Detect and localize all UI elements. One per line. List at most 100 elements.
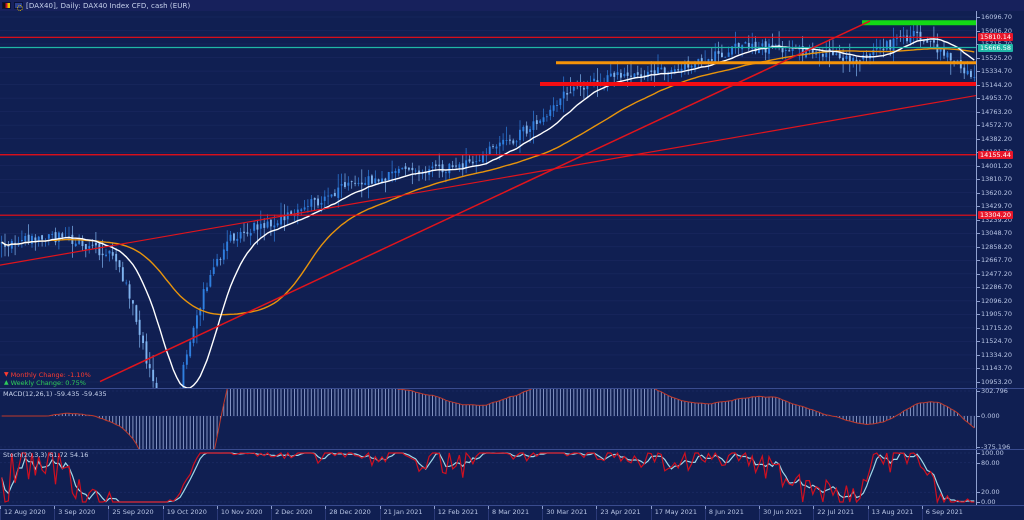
change-value: -1.10%	[67, 371, 91, 379]
price-gridlines	[0, 16, 976, 383]
stochastic-axis-tick	[977, 502, 980, 503]
time-axis-tick	[488, 506, 489, 509]
macd-panel[interactable]: MACD(12,26,1) -59.435 -59.435 302.796 0.…	[0, 387, 1024, 451]
time-axis-tick	[650, 506, 652, 509]
price-axis-label: 12286.70	[981, 283, 1013, 292]
change-value: 0.75%	[65, 379, 86, 387]
time-axis-label: 30 Mar 2021	[546, 508, 588, 516]
time-axis-separator	[0, 506, 1, 520]
price-axis[interactable]: 16096.7015906.2015715.7015525.2015334.70…	[976, 11, 1024, 388]
time-axis-label: 19 Oct 2020	[166, 508, 207, 516]
eu-flag-icon	[14, 2, 23, 11]
price-axis-label: 13810.70	[981, 175, 1013, 184]
price-axis-label: 12667.70	[981, 256, 1013, 265]
price-axis-label: 13239.20	[981, 215, 1013, 224]
price-axis-tick	[977, 260, 980, 262]
price-tag-teal: 15666.58	[978, 43, 1014, 52]
time-axis-label: 8 Jun 2021	[708, 508, 744, 516]
change-label: Weekly Change:	[10, 379, 64, 387]
macd-axis-tick	[977, 391, 980, 392]
time-axis-separator	[216, 506, 218, 520]
stochastic-axis-label: 20.00	[981, 488, 1000, 497]
stochastic-label: Stoch(20,3,3) 61.72 54.16	[3, 451, 89, 459]
price-axis-tick	[977, 382, 980, 383]
time-axis-separator	[271, 506, 273, 520]
time-axis-separator	[54, 506, 56, 520]
macd-histogram	[48, 389, 975, 449]
price-axis-tick	[977, 57, 980, 59]
price-tag-red: 14155.44	[978, 150, 1014, 159]
moving-average-slow-line	[1, 47, 975, 316]
arrow-up-icon: ▲	[4, 379, 9, 386]
change-label: Monthly Change:	[10, 371, 66, 379]
time-axis-tick	[542, 506, 544, 509]
time-axis[interactable]: 12 Aug 2020 3 Sep 2020 25 Sep 2020 19 Oc…	[0, 505, 1024, 520]
stochastic-k-line	[1, 450, 975, 505]
time-axis-label: 2 Dec 2020	[275, 508, 313, 516]
stoch-svg	[0, 450, 976, 505]
moving-average-fast-line	[1, 38, 975, 388]
stochastic-axis[interactable]: 100.00 80.00 20.00 0.00	[976, 449, 1024, 506]
price-axis-tick	[977, 300, 980, 302]
time-axis-label: 25 Sep 2020	[112, 508, 154, 516]
price-axis-tick	[977, 179, 980, 181]
price-axis-tick	[977, 138, 980, 140]
time-axis-separator	[704, 506, 706, 520]
macd-plot-area[interactable]: MACD(12,26,1) -59.435 -59.435	[0, 389, 976, 449]
time-axis-tick	[379, 506, 381, 509]
price-axis-label: 13620.20	[981, 188, 1013, 197]
stochastic-panel[interactable]: Stoch(20,3,3) 61.72 54.16 100.00 80.00 2…	[0, 449, 1024, 506]
time-axis-separator	[813, 506, 815, 520]
price-axis-tick	[977, 165, 980, 167]
price-axis-label: 12858.20	[981, 242, 1013, 251]
price-plot-area[interactable]	[0, 11, 976, 388]
price-axis-tick	[977, 30, 980, 32]
german-flag-icon	[2, 2, 11, 9]
time-axis-label: 10 Nov 2020	[220, 508, 263, 516]
macd-axis[interactable]: 302.796 0.000 -375.196	[976, 387, 1024, 451]
stochastic-axis-label: 100.00	[981, 449, 1004, 457]
arrow-down-icon: ▼	[4, 371, 9, 378]
time-axis-label: 17 May 2021	[654, 508, 698, 516]
time-axis-separator	[759, 506, 761, 520]
chart-title: [DAX40], Daily: DAX40 Index CFD, cash (E…	[26, 1, 191, 10]
time-axis-label: 6 Sep 2021	[925, 508, 963, 516]
change-row-up: ▲ Weekly Change: 0.75%	[4, 379, 91, 387]
stochastic-axis-label: 80.00	[981, 458, 1000, 467]
stochastic-plot-area[interactable]: Stoch(20,3,3) 61.72 54.16	[0, 450, 976, 505]
price-axis-tick	[977, 192, 980, 194]
time-axis-label: 30 Jun 2021	[763, 508, 803, 516]
time-axis-separator	[379, 506, 381, 520]
time-axis-tick	[54, 506, 56, 509]
macd-label: MACD(12,26,1) -59.435 -59.435	[3, 390, 107, 398]
time-axis-label: 8 Mar 2021	[492, 508, 530, 516]
time-axis-label: 23 Apr 2021	[600, 508, 641, 516]
price-axis-label: 14953.70	[981, 94, 1013, 103]
macd-gridlines	[0, 390, 976, 448]
time-axis-label: 3 Sep 2020	[58, 508, 96, 516]
price-chart-panel[interactable]: 16096.7015906.2015715.7015525.2015334.70…	[0, 11, 1024, 395]
price-axis-tick	[977, 84, 980, 86]
price-axis-label: 15525.20	[981, 53, 1013, 62]
price-axis-tick	[977, 98, 980, 100]
price-axis-label: 13429.70	[981, 202, 1013, 211]
time-axis-tick	[216, 506, 218, 509]
stochastic-axis-tick	[977, 492, 980, 494]
time-axis-tick	[108, 506, 110, 509]
price-axis-label: 13048.70	[981, 229, 1013, 238]
time-axis-tick	[813, 506, 815, 509]
support-resistance-overlays	[0, 20, 976, 383]
price-axis-label: 11143.70	[981, 364, 1013, 373]
macd-axis-label: 0.000	[981, 412, 1000, 420]
macd-axis-tick	[977, 447, 980, 448]
time-axis-tick	[162, 506, 164, 509]
stochastic-d-line	[1, 452, 975, 503]
price-axis-label: 15906.20	[981, 26, 1013, 35]
macd-signal-line	[1, 389, 975, 449]
time-axis-tick	[596, 506, 598, 509]
time-axis-tick	[325, 506, 327, 509]
price-axis-tick	[977, 219, 980, 221]
price-axis-label: 11524.70	[981, 337, 1013, 346]
price-axis-tick	[977, 71, 980, 73]
macd-axis-tick	[977, 416, 980, 417]
